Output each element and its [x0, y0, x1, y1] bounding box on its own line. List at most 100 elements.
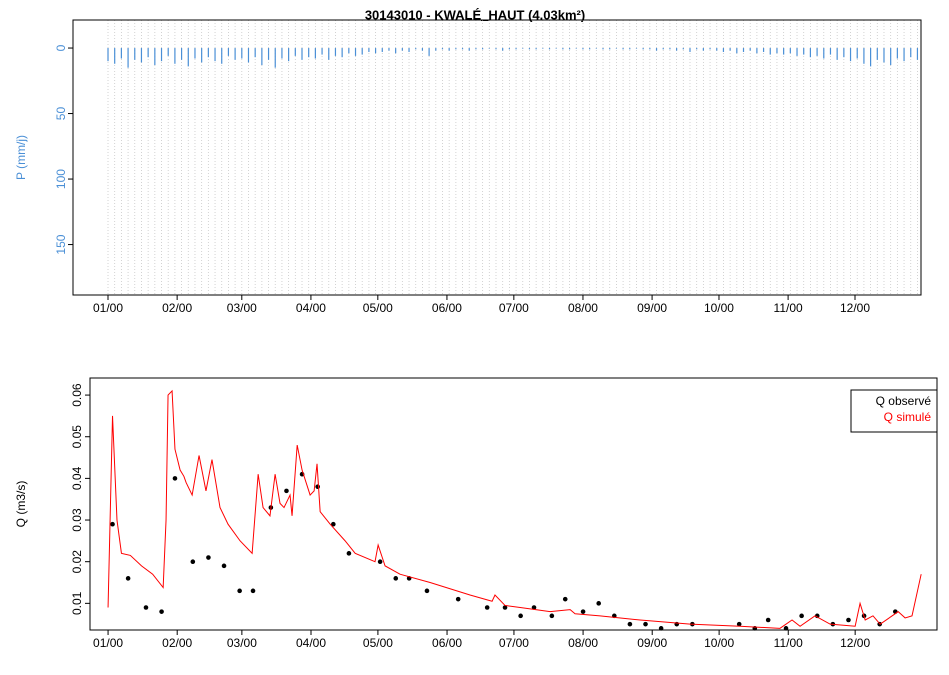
bar: [910, 48, 912, 58]
bar: [348, 48, 350, 54]
observed-point: [455, 596, 461, 602]
bar: [809, 48, 812, 58]
x-tick-label: 08/00: [568, 301, 598, 315]
x-tick-label: 01/00: [93, 636, 123, 650]
observed-point: [172, 476, 178, 481]
bar: [508, 48, 510, 50]
observed-point: [221, 563, 227, 569]
bar: [160, 48, 163, 62]
x-tick-label: 04/00: [296, 636, 326, 650]
bar: [341, 48, 343, 58]
observed-point: [143, 605, 149, 610]
observed-point: [643, 621, 648, 627]
bar: [227, 48, 230, 56]
bar: [361, 48, 363, 55]
observed-point: [484, 605, 490, 610]
bar: [635, 48, 638, 49]
x-tick-label: 03/00: [227, 301, 257, 315]
legend-entry: Q simulé: [884, 410, 932, 424]
bar: [575, 48, 577, 49]
bar: [642, 48, 644, 50]
bar: [776, 48, 778, 54]
bar: [388, 48, 390, 51]
plot-frame: [72, 19, 922, 296]
y-tick-label: 0.02: [70, 550, 84, 574]
bar: [542, 48, 544, 49]
bar: [267, 48, 270, 60]
observed-point: [580, 609, 586, 614]
y-tick-label: 150: [54, 234, 68, 254]
x-tick-label: 04/00: [296, 301, 326, 315]
bar: [622, 48, 624, 50]
bar: [682, 48, 684, 50]
bar: [515, 48, 517, 50]
bar: [615, 48, 618, 49]
bar: [595, 48, 597, 49]
x-tick-label: 03/00: [227, 636, 257, 650]
observed-point: [237, 588, 242, 594]
bar: [702, 48, 704, 51]
bar: [676, 48, 678, 51]
bar: [649, 48, 651, 50]
bar: [789, 48, 791, 54]
bar: [288, 48, 290, 62]
bar: [863, 48, 865, 64]
observed-point: [393, 576, 399, 581]
bar: [435, 48, 437, 51]
observed-point: [190, 559, 196, 564]
bar: [528, 48, 531, 50]
bar: [796, 48, 798, 56]
bar: [535, 48, 537, 50]
y-tick-label: 50: [54, 107, 68, 121]
observed-point: [110, 521, 115, 527]
observed-point: [658, 626, 664, 631]
bar: [896, 48, 898, 59]
bar: [609, 48, 611, 50]
bar: [201, 48, 203, 63]
bar: [147, 48, 149, 58]
bar: [314, 48, 316, 59]
x-tick-label: 09/00: [637, 636, 667, 650]
x-tick-label: 11/00: [774, 636, 803, 650]
bar: [602, 48, 604, 50]
bar: [749, 48, 751, 51]
observed-point: [765, 617, 771, 623]
x-tick-label: 05/00: [363, 301, 393, 315]
observed-point: [562, 596, 568, 602]
bar: [308, 48, 310, 58]
bar: [836, 48, 838, 60]
y-tick-label: 0.05: [70, 425, 84, 449]
bar: [187, 48, 189, 67]
bar: [120, 48, 122, 59]
bar: [582, 48, 584, 50]
observed-point: [331, 521, 336, 527]
bar: [716, 48, 718, 51]
bar: [856, 48, 858, 59]
x-tick-label: 12/00: [840, 636, 870, 650]
bar: [849, 48, 852, 62]
bar: [368, 48, 370, 52]
bar: [174, 48, 176, 64]
observed-point: [736, 621, 742, 627]
bar: [241, 48, 243, 59]
bar: [254, 48, 256, 58]
observed-point: [315, 484, 320, 490]
bar: [816, 48, 818, 56]
bar: [428, 48, 430, 56]
bar: [328, 48, 330, 60]
bar: [468, 48, 470, 51]
bar: [662, 48, 664, 50]
y-axis-label: Q (m3/s): [14, 481, 28, 528]
plot-frame: [89, 377, 938, 631]
bar: [548, 48, 551, 50]
bar: [756, 48, 758, 54]
observed-point: [596, 601, 601, 606]
bar: [294, 48, 296, 56]
bar: [689, 48, 691, 52]
y-tick-label: 0.06: [70, 383, 84, 407]
observed-point: [518, 613, 523, 619]
bar: [455, 48, 457, 50]
x-tick-label: 11/00: [774, 301, 803, 315]
bar: [729, 48, 731, 51]
